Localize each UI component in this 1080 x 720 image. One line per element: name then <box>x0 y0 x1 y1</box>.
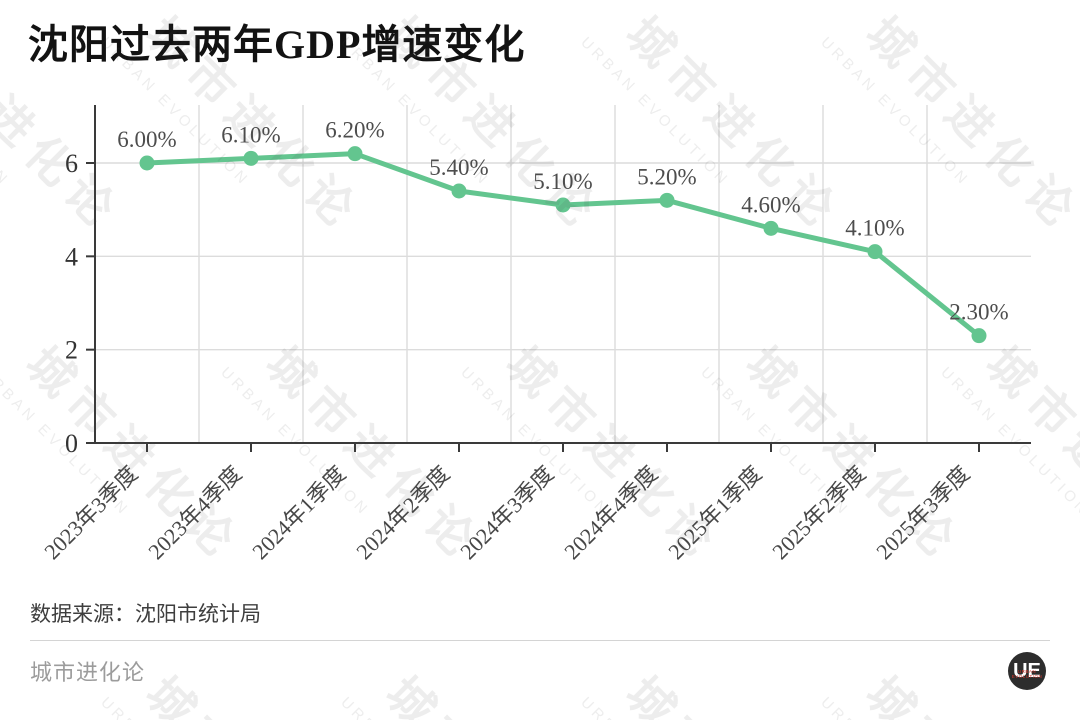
data-point <box>867 244 883 260</box>
value-label: 5.10% <box>533 169 592 194</box>
data-source-note: 数据来源：沈阳市统计局 <box>30 602 261 626</box>
data-point <box>971 328 987 344</box>
value-label: 6.10% <box>221 122 280 147</box>
watermark-cjk-text: 城市进化论 <box>613 660 858 720</box>
y-tick-label: 2 <box>65 336 78 365</box>
data-point <box>555 197 571 213</box>
value-label: 4.60% <box>741 192 800 217</box>
value-label: 6.00% <box>117 127 176 152</box>
watermark-latin-text: URBAN EVOLUTION <box>97 694 325 720</box>
watermark-latin-text: URBAN EVOLUTION <box>0 694 86 720</box>
logo-subtext: URBAN EVOLUTION <box>1011 669 1043 679</box>
watermark-latin-text: URBAN EVOLUTION <box>577 694 805 720</box>
x-tick-label: 2024年2季度 <box>351 461 454 564</box>
data-point <box>139 155 155 171</box>
chart-title: 沈阳过去两年GDP增速变化 <box>28 22 526 67</box>
y-tick-label: 6 <box>65 149 78 178</box>
logo-ue-text: UE <box>1013 659 1041 682</box>
data-point <box>243 150 259 166</box>
value-label: 4.10% <box>845 216 904 241</box>
watermark-latin-text: URBAN EVOLUTION <box>337 694 565 720</box>
brand-logo-icon: UE URBAN EVOLUTION <box>1008 652 1046 690</box>
watermark-cjk-text: 城市进化论 <box>373 660 618 720</box>
x-tick-label: 2025年2季度 <box>767 461 870 564</box>
y-tick-label: 0 <box>65 429 78 458</box>
value-label: 5.20% <box>637 164 696 189</box>
data-point <box>763 220 779 236</box>
value-label: 2.30% <box>949 300 1008 325</box>
x-tick-label: 2024年1季度 <box>247 461 350 564</box>
y-tick-label: 4 <box>65 242 78 271</box>
x-tick-label: 2024年4季度 <box>559 461 662 564</box>
brand-name: 城市进化论 <box>30 660 146 685</box>
value-label: 6.20% <box>325 118 384 143</box>
x-tick-label: 2025年1季度 <box>663 461 766 564</box>
x-tick-label: 2024年3季度 <box>455 461 558 564</box>
axes <box>94 105 1031 444</box>
x-tick-label: 2023年4季度 <box>143 461 246 564</box>
data-point <box>659 192 675 208</box>
value-label: 5.40% <box>429 155 488 180</box>
data-point <box>451 183 467 199</box>
x-tick-label: 2025年3季度 <box>871 461 974 564</box>
watermark-cjk-text: 城市进化论 <box>133 660 378 720</box>
watermark-latin-text: URBAN EVOLUTION <box>817 694 1045 720</box>
footer-divider <box>30 640 1050 641</box>
data-point <box>347 146 363 162</box>
x-tick-label: 2023年3季度 <box>39 461 142 564</box>
